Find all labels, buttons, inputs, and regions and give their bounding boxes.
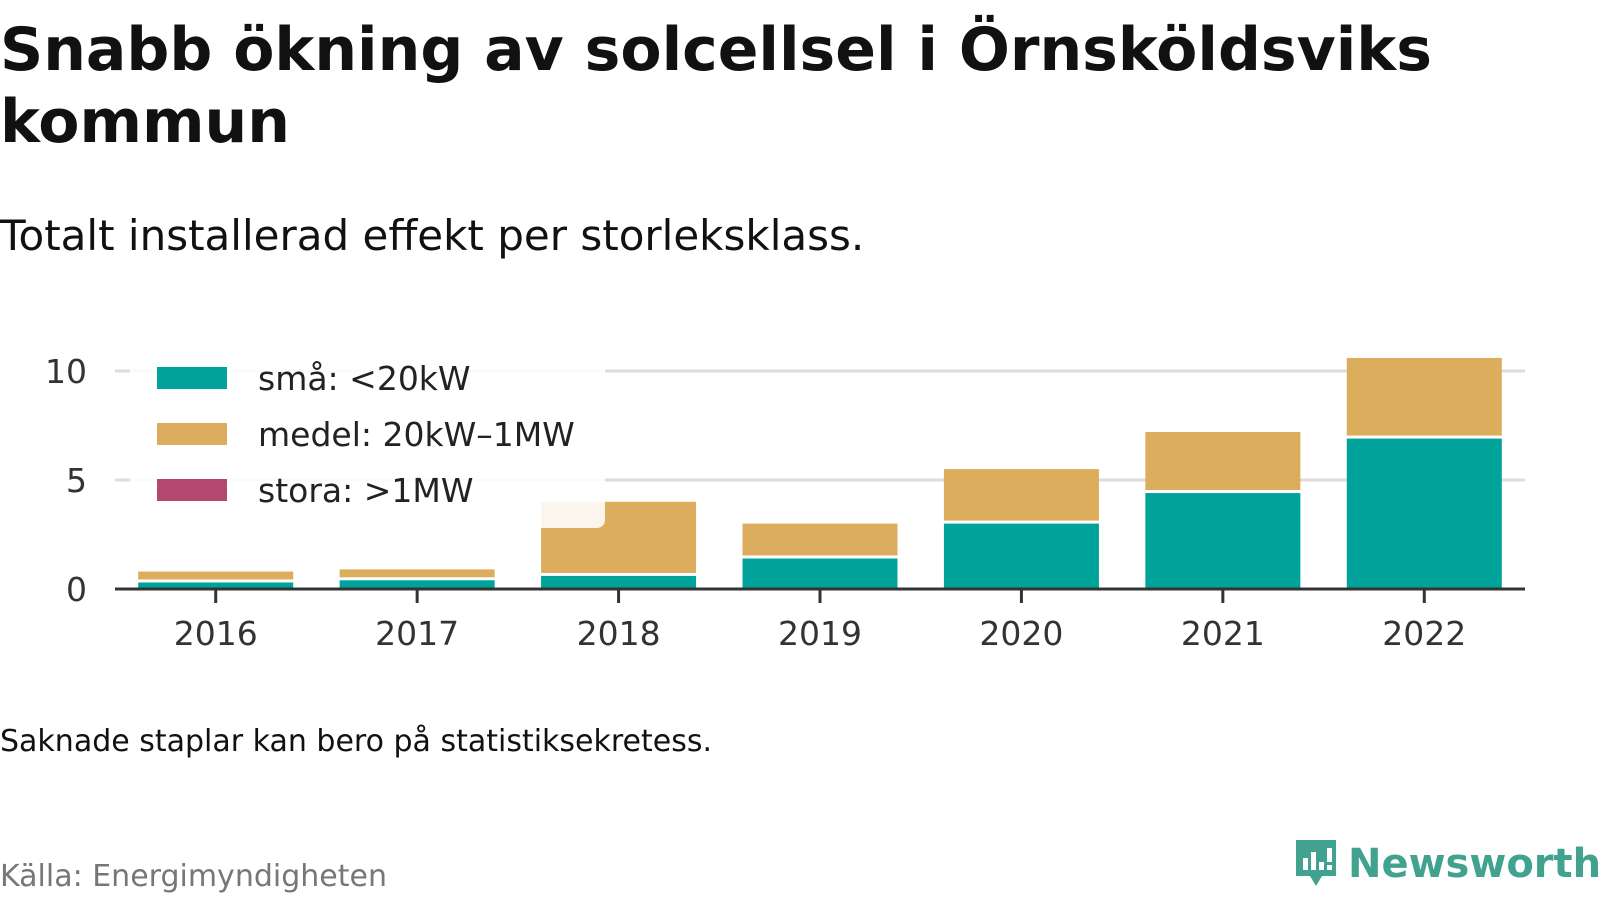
bar-segment	[541, 575, 697, 589]
stacked-bar-chart: 0 5 10 2016 2017 2018 2019 2020 2021 2022 små: <2…	[45, 350, 1525, 653]
bar-segment	[1145, 432, 1301, 491]
x-tick-label: 2022	[1382, 614, 1466, 653]
legend-background	[130, 350, 605, 528]
brand-name: Newsworthy	[1348, 841, 1600, 887]
bar-segment	[943, 469, 1099, 521]
bar-segment	[742, 558, 898, 589]
x-tick-label: 2021	[1181, 614, 1265, 653]
legend: små: <20kW medel: 20kW–1MW stora: >1MW	[130, 350, 605, 528]
legend-swatch	[157, 479, 227, 501]
bar-segment	[943, 523, 1099, 589]
chart-subtitle: Totalt installerad effekt per storlekskl…	[0, 211, 865, 260]
brand-logo[interactable]: Newsworthy	[1292, 838, 1600, 890]
bar-segment	[1346, 357, 1502, 436]
legend-label: medel: 20kW–1MW	[258, 415, 575, 454]
y-tick-label: 0	[66, 570, 87, 609]
chart-title: Snabb ökning av solcellsel i Örnsköldsvi…	[0, 15, 1432, 157]
bar-segment	[339, 569, 495, 578]
legend-swatch	[157, 367, 227, 389]
x-tick-label: 2020	[979, 614, 1063, 653]
bar-segment	[339, 580, 495, 589]
bar-segment	[742, 523, 898, 556]
legend-label: stora: >1MW	[258, 471, 473, 510]
source-text: Källa: Energimyndigheten	[0, 859, 387, 894]
newsworthy-logo-icon	[1296, 840, 1336, 886]
y-tick-label: 5	[66, 461, 87, 500]
footnote: Saknade staplar kan bero på statistiksek…	[0, 724, 713, 759]
bar-segment	[1145, 493, 1301, 589]
x-tick-label: 2017	[375, 614, 459, 653]
bar-segment	[138, 571, 294, 580]
bar-segment	[138, 582, 294, 589]
bar-segment	[1346, 438, 1502, 589]
x-tick-label: 2018	[577, 614, 661, 653]
x-tick-label: 2016	[174, 614, 258, 653]
x-tick-label: 2019	[778, 614, 862, 653]
axes: 0 5 10 2016 2017 2018 2019 2020 2021 2022	[45, 352, 1525, 653]
y-tick-label: 10	[45, 352, 87, 391]
legend-swatch	[157, 423, 227, 445]
legend-label: små: <20kW	[258, 359, 471, 398]
